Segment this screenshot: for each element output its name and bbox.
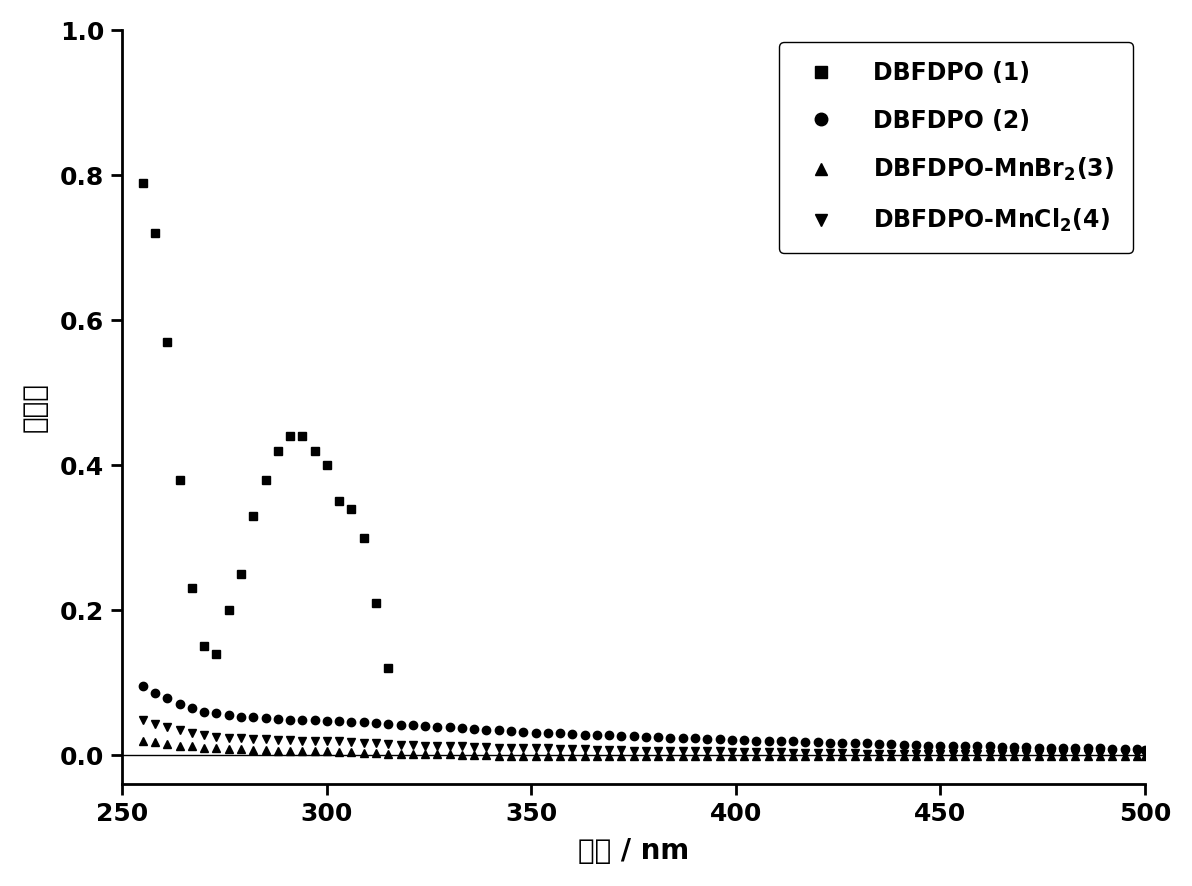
DBFDPO (1) — [197, 641, 211, 651]
DBFDPO (1) — [136, 177, 150, 188]
DBFDPO-MnBr$_2$(3) — [1138, 750, 1153, 761]
Y-axis label: 吸收値: 吸收値 — [20, 382, 49, 432]
Legend: DBFDPO (1), DBFDPO (2), DBFDPO-MnBr$_2$(3), DBFDPO-MnCl$_2$(4): DBFDPO (1), DBFDPO (2), DBFDPO-MnBr$_2$(… — [778, 43, 1134, 253]
DBFDPO-MnCl$_2$(4) — [1138, 749, 1153, 759]
DBFDPO-MnBr$_2$(3) — [491, 750, 505, 761]
DBFDPO (1) — [148, 228, 162, 238]
DBFDPO (2) — [859, 738, 874, 749]
DBFDPO (1) — [210, 649, 224, 659]
DBFDPO-MnBr$_2$(3) — [136, 735, 150, 746]
Line: DBFDPO-MnBr$_2$(3): DBFDPO-MnBr$_2$(3) — [138, 736, 1149, 760]
DBFDPO (2) — [1138, 744, 1153, 755]
Line: DBFDPO-MnCl$_2$(4): DBFDPO-MnCl$_2$(4) — [138, 716, 1149, 758]
DBFDPO (2) — [283, 714, 297, 725]
DBFDPO-MnBr$_2$(3) — [197, 742, 211, 753]
DBFDPO-MnCl$_2$(4) — [283, 734, 297, 745]
Line: DBFDPO (2): DBFDPO (2) — [138, 682, 1149, 754]
DBFDPO (2) — [197, 706, 211, 717]
DBFDPO (1) — [381, 663, 396, 673]
DBFDPO (1) — [308, 446, 322, 456]
DBFDPO-MnCl$_2$(4) — [958, 749, 973, 759]
DBFDPO (1) — [368, 597, 383, 608]
DBFDPO-MnCl$_2$(4) — [136, 715, 150, 726]
DBFDPO-MnCl$_2$(4) — [197, 730, 211, 741]
DBFDPO (2) — [921, 741, 936, 751]
DBFDPO (1) — [185, 583, 199, 594]
DBFDPO (1) — [271, 446, 285, 456]
DBFDPO-MnBr$_2$(3) — [933, 750, 948, 761]
DBFDPO (1) — [296, 431, 310, 441]
DBFDPO (2) — [344, 717, 359, 727]
DBFDPO (2) — [136, 680, 150, 691]
DBFDPO (1) — [234, 569, 248, 579]
DBFDPO-MnCl$_2$(4) — [921, 749, 936, 759]
DBFDPO-MnBr$_2$(3) — [750, 750, 764, 761]
X-axis label: 波长 / nm: 波长 / nm — [578, 837, 689, 865]
DBFDPO (2) — [737, 734, 751, 745]
DBFDPO (1) — [283, 431, 297, 441]
DBFDPO (1) — [222, 605, 236, 616]
DBFDPO (1) — [246, 510, 260, 521]
DBFDPO-MnBr$_2$(3) — [283, 745, 297, 756]
DBFDPO (1) — [319, 460, 334, 470]
DBFDPO-MnBr$_2$(3) — [344, 747, 359, 758]
DBFDPO (1) — [173, 474, 187, 485]
Line: DBFDPO (1): DBFDPO (1) — [138, 178, 392, 672]
DBFDPO (1) — [160, 337, 174, 347]
DBFDPO (1) — [356, 532, 371, 543]
DBFDPO-MnCl$_2$(4) — [344, 736, 359, 747]
DBFDPO (1) — [333, 496, 347, 507]
DBFDPO-MnBr$_2$(3) — [873, 750, 887, 761]
DBFDPO (1) — [344, 503, 359, 514]
DBFDPO-MnCl$_2$(4) — [859, 749, 874, 759]
DBFDPO (1) — [259, 474, 273, 485]
DBFDPO-MnCl$_2$(4) — [737, 747, 751, 758]
